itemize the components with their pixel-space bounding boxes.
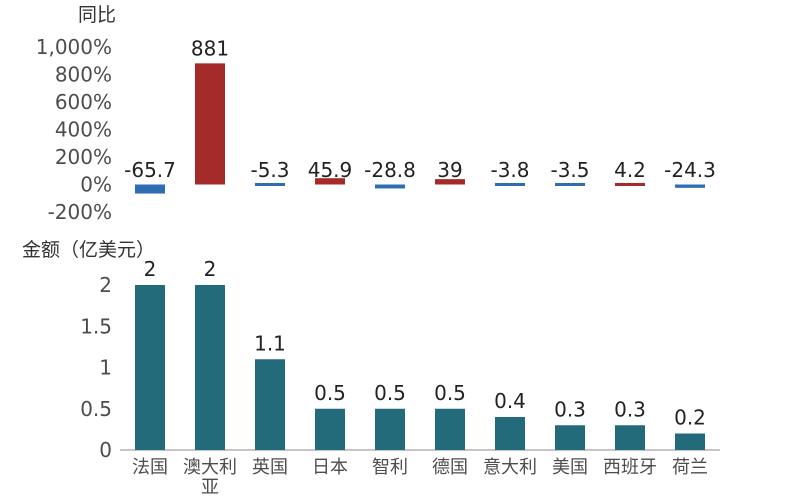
amount-data-label: 0.5 xyxy=(434,381,466,405)
amount-data-label: 0.5 xyxy=(314,381,346,405)
yoy-data-label: 39 xyxy=(437,158,462,182)
amount-bar xyxy=(315,408,345,450)
yoy-bar xyxy=(195,63,225,185)
amount-bar xyxy=(615,425,645,450)
yoy-data-label: -65.7 xyxy=(124,158,176,182)
amount-bar xyxy=(375,408,405,450)
amount-data-label: 0.3 xyxy=(614,397,646,421)
amount-data-label: 1.1 xyxy=(254,331,286,355)
amount-data-label: 2 xyxy=(144,257,157,281)
yoy-data-label: 881 xyxy=(191,36,229,60)
yoy-data-label: 45.9 xyxy=(308,158,353,182)
amount-data-label: 0.3 xyxy=(554,397,586,421)
top-y-tick-label: 0% xyxy=(80,173,112,197)
amount-data-label: 0.4 xyxy=(494,389,526,413)
bottom-y-tick-label: 1 xyxy=(99,356,112,380)
category-label: 法国 xyxy=(132,457,168,478)
amount-bar xyxy=(255,359,285,450)
yoy-bar xyxy=(375,184,405,189)
yoy-bar xyxy=(615,183,645,186)
category-label: 意大利 xyxy=(483,457,537,478)
category-label: 德国 xyxy=(432,457,468,478)
category-label: 英国 xyxy=(252,457,288,478)
bottom-y-tick-label: 1.5 xyxy=(80,314,112,338)
yoy-data-label: -3.8 xyxy=(490,158,529,182)
yoy-bar xyxy=(135,184,165,194)
top-y-tick-label: 200% xyxy=(55,145,112,169)
category-label: 日本 xyxy=(312,457,348,478)
top-y-tick-label: 400% xyxy=(55,118,112,142)
amount-bar xyxy=(435,408,465,450)
top-y-axis-title: 同比 xyxy=(78,4,116,26)
category-label: 美国 xyxy=(552,457,588,478)
top-y-tick-label: -200% xyxy=(48,200,112,224)
category-label: 荷兰 xyxy=(672,457,708,478)
amount-bar xyxy=(195,285,225,450)
bottom-y-tick-label: 2 xyxy=(99,273,112,297)
yoy-data-label: 4.2 xyxy=(614,158,646,182)
bottom-y-tick-label: 0 xyxy=(99,438,112,462)
top-y-tick-label: 600% xyxy=(55,90,112,114)
yoy-bar xyxy=(495,183,525,186)
amount-data-label: 2 xyxy=(204,257,217,281)
amount-data-label: 0.5 xyxy=(374,381,406,405)
yoy-bar xyxy=(435,179,465,185)
category-label: 西班牙 xyxy=(603,457,657,478)
yoy-bar xyxy=(315,178,345,185)
yoy-data-label: -28.8 xyxy=(364,158,416,182)
yoy-data-label: -5.3 xyxy=(250,158,289,182)
bottom-y-tick-label: 0.5 xyxy=(80,397,112,421)
yoy-bar xyxy=(675,184,705,188)
amount-bar xyxy=(135,285,165,450)
top-y-tick-label: 1,000% xyxy=(36,35,112,59)
yoy-bar xyxy=(255,183,285,186)
amount-bar xyxy=(555,425,585,450)
bottom-y-axis-title: 金额（亿美元） xyxy=(22,239,155,261)
amount-bar xyxy=(675,433,705,450)
top-y-tick-label: 800% xyxy=(55,63,112,87)
category-label: 澳大利亚 xyxy=(183,457,237,498)
amount-bar xyxy=(495,417,525,450)
category-label: 智利 xyxy=(372,457,408,478)
yoy-data-label: -3.5 xyxy=(550,158,589,182)
amount-data-label: 0.2 xyxy=(674,406,706,430)
yoy-data-label: -24.3 xyxy=(664,158,716,182)
yoy-bar xyxy=(555,183,585,186)
